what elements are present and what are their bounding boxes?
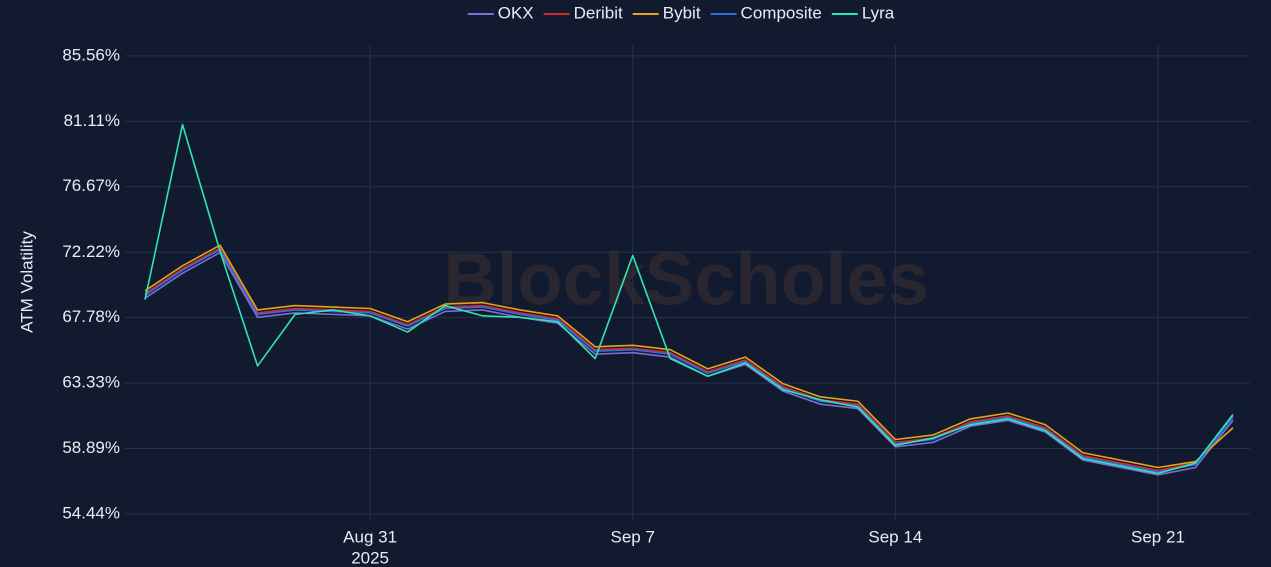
- x-tick-label: Aug 31: [343, 527, 397, 546]
- y-tick-label: 67.78%: [62, 307, 120, 326]
- legend-label: OKX: [498, 3, 534, 22]
- y-axis-label: ATM Volatility: [17, 231, 36, 333]
- y-tick-label: 58.89%: [62, 438, 120, 457]
- x-year-label: 2025: [351, 548, 389, 567]
- y-tick-label: 85.56%: [62, 45, 120, 64]
- x-tick-label: Sep 21: [1131, 527, 1185, 546]
- x-tick-label: Sep 7: [611, 527, 655, 546]
- series-line: [144, 247, 1234, 472]
- legend: OKX Deribit Bybit Composite Lyra: [467, 3, 895, 22]
- series-line: [144, 244, 1234, 469]
- watermark: BlockScholes: [443, 238, 928, 321]
- legend-label: Deribit: [574, 3, 623, 22]
- legend-label: Bybit: [663, 3, 701, 22]
- legend-label: Composite: [741, 3, 822, 22]
- y-tick-label: 76.67%: [62, 176, 120, 195]
- legend-label: Lyra: [862, 3, 895, 22]
- y-tick-label: 72.22%: [62, 242, 120, 261]
- x-tick-label: Sep 14: [868, 527, 922, 546]
- y-tick-label: 81.11%: [64, 111, 120, 130]
- series-line: [144, 123, 1234, 475]
- y-tick-label: 63.33%: [62, 373, 120, 392]
- y-tick-label: 54.44%: [62, 503, 120, 522]
